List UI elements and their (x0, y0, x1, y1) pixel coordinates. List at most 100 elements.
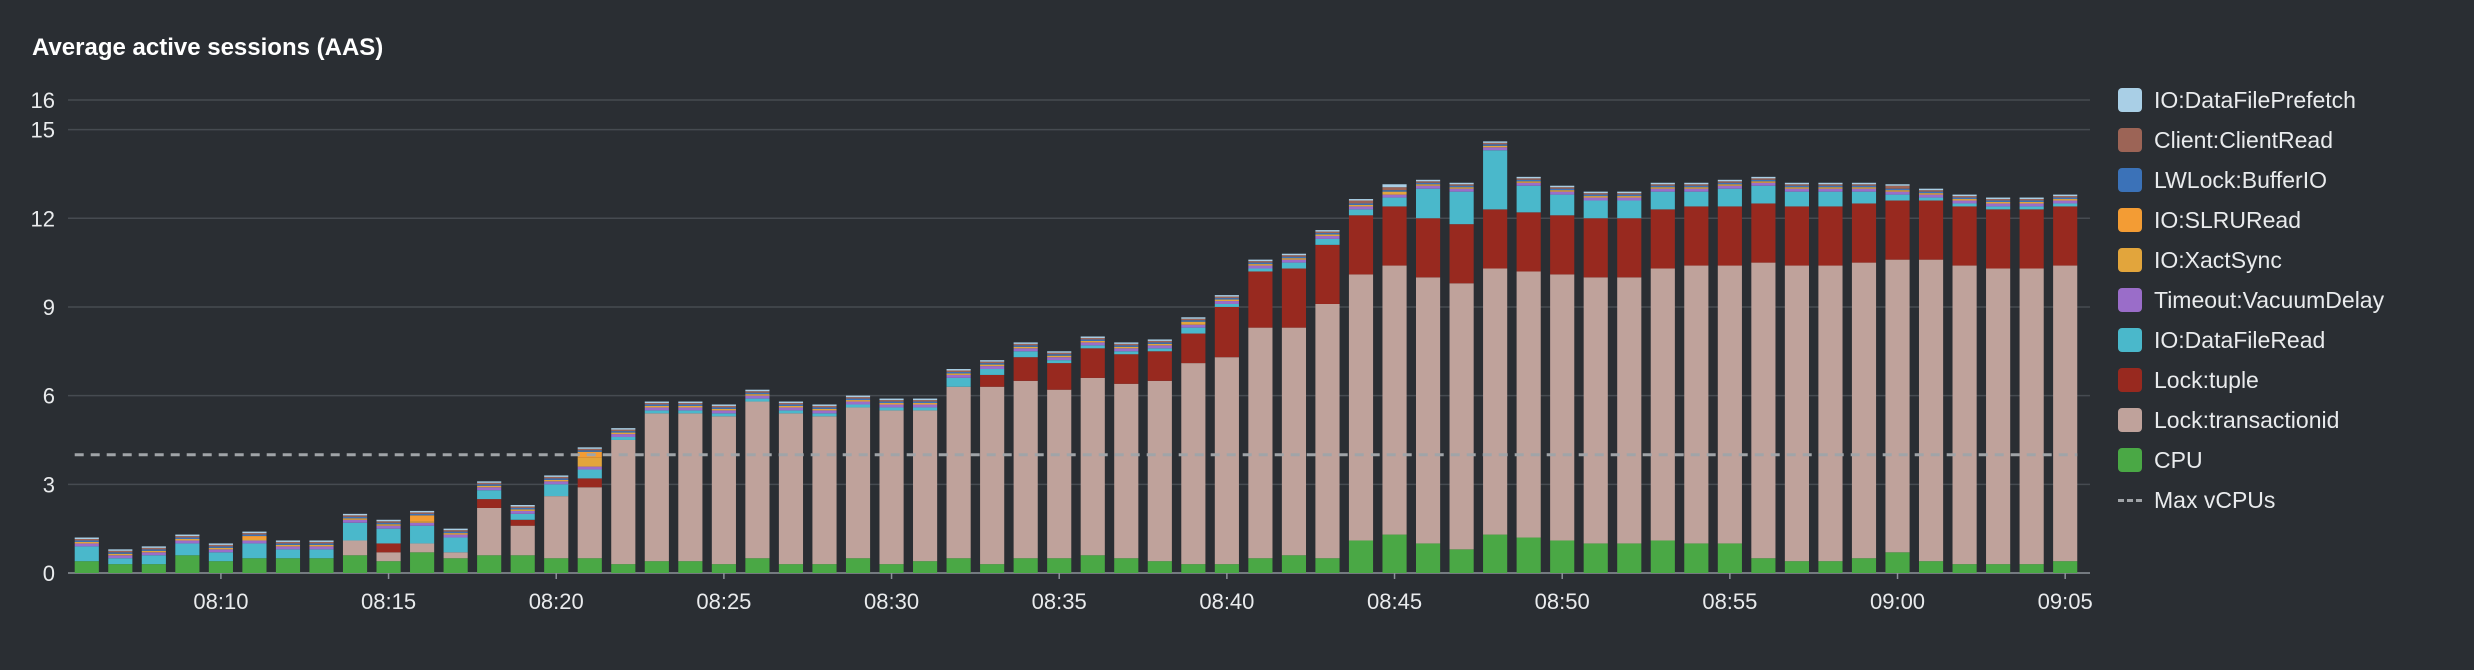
legend-item[interactable]: IO:XactSync (2118, 240, 2384, 280)
bar-segment (845, 400, 871, 402)
bar-segment (410, 543, 435, 553)
bar-segment (1885, 185, 1910, 189)
bar-segment (1818, 185, 1843, 188)
bar-segment (980, 369, 1005, 375)
legend-swatch (2118, 408, 2142, 432)
bar-segment (1449, 283, 1474, 550)
bar-segment (1214, 298, 1239, 300)
bar-segment (1483, 141, 1508, 143)
bar-segment (1684, 184, 1709, 186)
legend-label: IO:DataFileRead (2154, 326, 2326, 353)
bar-segment (1583, 277, 1608, 544)
bar-segment (577, 447, 602, 449)
bar-segment (108, 558, 133, 565)
legend-item[interactable]: Client:ClientRead (2118, 120, 2384, 160)
bar-segment (1416, 188, 1441, 219)
bar-segment (913, 404, 938, 408)
bar-segment (1583, 191, 1608, 194)
bar-segment (913, 401, 938, 404)
bar-segment (1650, 191, 1675, 210)
bar-segment (1214, 357, 1239, 565)
bar-segment (1550, 194, 1575, 216)
bar-segment (1449, 188, 1474, 192)
bar-segment (1416, 543, 1441, 573)
bar-segment (1449, 224, 1474, 284)
bar-segment (1382, 197, 1407, 207)
bar-segment (1650, 268, 1675, 541)
bar-segment (778, 405, 804, 408)
bar-segment (1516, 176, 1541, 179)
bar-segment (1483, 534, 1508, 573)
bar-segment (510, 506, 535, 508)
bar-segment (242, 534, 267, 537)
bar-segment (1516, 181, 1541, 183)
bar-segment (1784, 188, 1809, 192)
legend-item[interactable]: IO:SLRURead (2118, 200, 2384, 240)
bar-segment (1986, 209, 2011, 269)
bar-segment (1214, 564, 1239, 573)
bar-segment (175, 534, 200, 537)
bar-segment (1449, 187, 1474, 189)
legend-label: Lock:transactionid (2154, 406, 2340, 433)
bar-segment (1684, 543, 1709, 573)
bar-segment (108, 553, 133, 556)
bar-segment (1650, 185, 1675, 188)
bar-segment (644, 401, 669, 404)
bar-segment (1650, 188, 1675, 192)
bar-segment (2019, 564, 2044, 573)
bar-segment (1449, 182, 1474, 185)
legend-item[interactable]: Max vCPUs (2118, 480, 2384, 520)
legend-item[interactable]: CPU (2118, 440, 2384, 480)
bar-segment (1281, 256, 1307, 259)
bar-segment (812, 416, 837, 565)
bar-segment (1918, 197, 1944, 201)
bar-segment (745, 392, 770, 395)
bar-segment (1885, 200, 1910, 260)
bar-segment (1751, 185, 1776, 204)
bar-segment (208, 544, 233, 547)
bar-segment (1181, 317, 1206, 319)
bar-segment (745, 391, 770, 393)
legend-item[interactable]: Timeout:VacuumDelay (2118, 280, 2384, 320)
legend-item[interactable]: Lock:tuple (2118, 360, 2384, 400)
bar-segment (1818, 191, 1843, 207)
legend-item[interactable]: Lock:transactionid (2118, 400, 2384, 440)
bar-segment (1080, 339, 1105, 341)
bar-segment (275, 546, 301, 550)
bar-segment (1851, 187, 1877, 189)
bar-segment (175, 540, 200, 544)
bar-segment (812, 564, 837, 573)
legend-item[interactable]: LWLock:BufferIO (2118, 160, 2384, 200)
bar-segment (1851, 184, 1877, 186)
bar-segment (1248, 271, 1273, 328)
bar-segment (242, 533, 267, 535)
bar-segment (1684, 182, 1709, 185)
legend-item[interactable]: IO:DataFileRead (2118, 320, 2384, 360)
bar-segment (443, 528, 468, 531)
bar-segment (1885, 184, 1910, 186)
bar-segment (1382, 184, 1407, 188)
bar-segment (1315, 233, 1340, 235)
bar-segment (2053, 203, 2078, 207)
bar-segment (141, 546, 166, 548)
legend-swatch (2118, 248, 2142, 272)
bar-segment (141, 550, 166, 553)
y-tick-label: 16 (31, 88, 55, 113)
bar-segment (1952, 200, 1977, 204)
bar-segment (1181, 327, 1206, 334)
bar-segment (1550, 274, 1575, 541)
bar-segment (1013, 342, 1038, 344)
bar-segment (611, 429, 636, 432)
bar-segment (1281, 253, 1307, 256)
bar-segment (711, 405, 736, 408)
bar-segment (678, 401, 703, 404)
bar-segment (1114, 342, 1139, 344)
bar-segment (1449, 549, 1474, 573)
bar-segment (1080, 340, 1105, 343)
legend-item[interactable]: IO:DataFilePrefetch (2118, 80, 2384, 120)
bar-segment (1348, 540, 1374, 573)
bar-segment (1885, 552, 1910, 573)
bar-segment (175, 543, 200, 556)
bar-segment (778, 413, 804, 565)
bar-segment (544, 479, 569, 482)
